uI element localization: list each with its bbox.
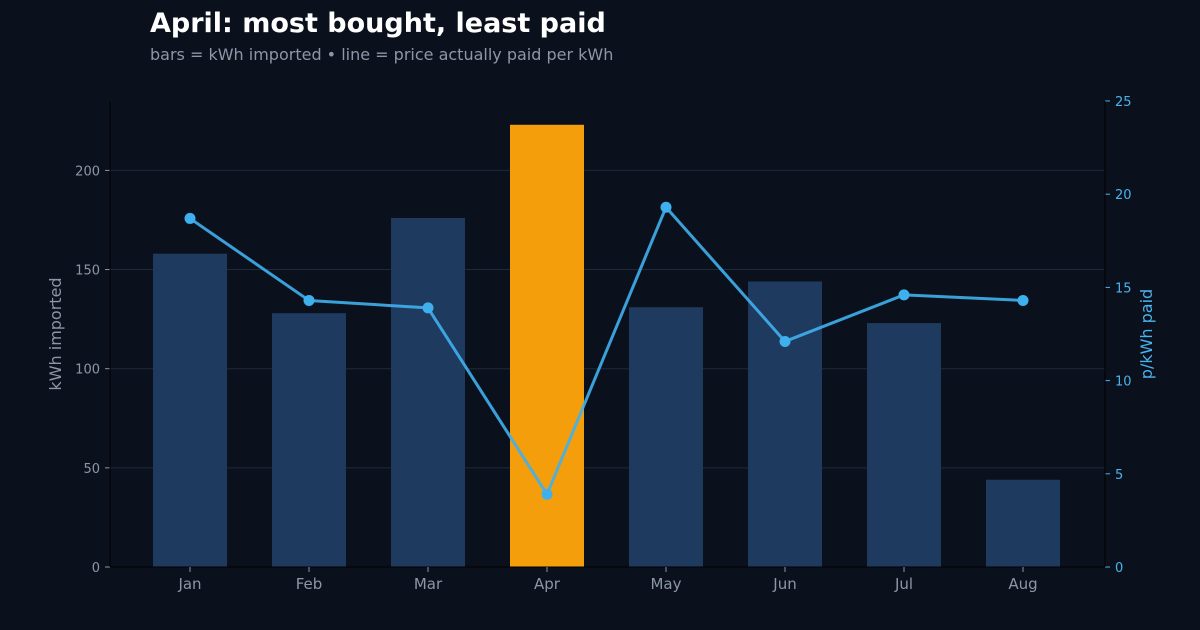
chart-title: April: most bought, least paid — [150, 8, 606, 39]
price-point — [422, 302, 434, 314]
y-tick-label: 100 — [75, 363, 100, 378]
y2-tick-label: 0 — [1115, 561, 1123, 576]
y2-tick-label: 5 — [1115, 468, 1123, 483]
y2-axis-label: p/kWh paid — [1137, 289, 1156, 379]
bar — [153, 253, 227, 567]
y2-tick-label: 20 — [1115, 188, 1132, 203]
x-tick-label: Aug — [1008, 575, 1037, 593]
price-point — [1017, 294, 1029, 306]
price-point — [898, 289, 910, 301]
y2-tick-label: 10 — [1115, 375, 1132, 390]
x-tick-label: Mar — [414, 575, 443, 593]
axes: 0 50 100 150 200 0 5 10 15 20 25 Jan Feb Mar Apr May Jun… — [75, 95, 1131, 593]
y2-tick-label: 25 — [1115, 95, 1132, 110]
x-tick-label: Jul — [894, 575, 913, 593]
x-tick-label: Apr — [534, 575, 561, 593]
price-line-series — [184, 201, 1029, 500]
x-tick-label: Feb — [296, 575, 323, 593]
price-point — [660, 201, 672, 213]
x-tick-label: May — [650, 575, 681, 593]
y-axis-label: kWh imported — [46, 277, 65, 390]
x-tick-label: Jun — [772, 575, 796, 593]
price-point — [541, 488, 553, 500]
x-tick-label: Jan — [177, 575, 201, 593]
bar — [272, 313, 346, 567]
price-point — [184, 212, 196, 224]
price-line — [189, 205, 1024, 496]
bar — [629, 307, 703, 567]
grid — [110, 169, 1105, 469]
bar — [867, 323, 941, 567]
bar-series — [153, 124, 1060, 568]
price-point — [779, 335, 791, 347]
price-point — [303, 294, 315, 306]
bar — [391, 217, 465, 568]
y-tick-label: 50 — [83, 462, 100, 477]
bar — [986, 479, 1060, 567]
bar — [748, 281, 822, 567]
chart-subtitle: bars = kWh imported • line = price actua… — [150, 45, 613, 64]
bar-highlight — [510, 124, 584, 567]
y-tick-label: 200 — [75, 164, 100, 179]
y2-tick-label: 15 — [1115, 281, 1132, 296]
y-tick-label: 0 — [92, 561, 100, 576]
y-tick-label: 150 — [75, 264, 100, 279]
